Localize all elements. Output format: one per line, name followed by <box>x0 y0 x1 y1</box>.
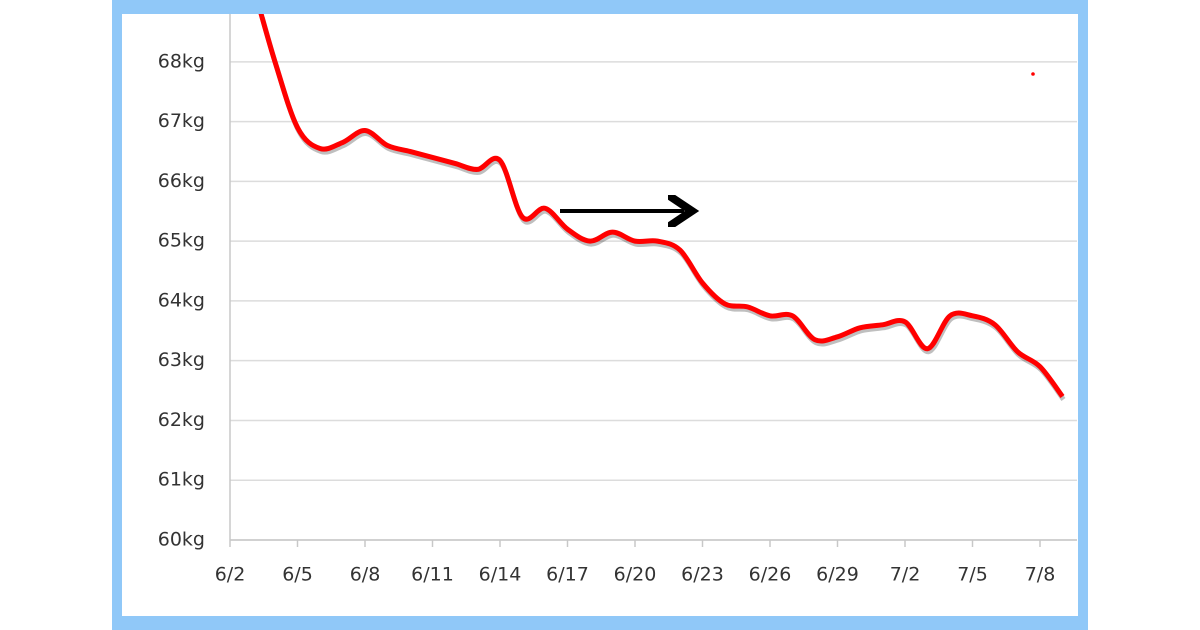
y-tick-label: 61kg <box>158 469 205 491</box>
x-tick-label: 6/29 <box>816 564 859 586</box>
x-tick-label: 7/5 <box>957 564 988 586</box>
panel <box>122 14 1078 616</box>
x-tick-label: 6/11 <box>411 564 454 586</box>
x-tick-label: 6/14 <box>479 564 522 586</box>
x-tick-label: 6/23 <box>681 564 724 586</box>
x-tick-label: 6/8 <box>350 564 381 586</box>
y-tick-label: 62kg <box>158 409 205 431</box>
line <box>258 14 1065 399</box>
y-tick-label: 60kg <box>158 529 205 551</box>
x-tick-label: 6/5 <box>282 564 313 586</box>
y-tick-label: 66kg <box>158 170 205 192</box>
x-tick-label: 6/2 <box>215 564 246 586</box>
y-tick-label: 65kg <box>158 230 205 252</box>
x-tick-label: 6/20 <box>614 564 657 586</box>
x-tick-label: 7/2 <box>890 564 921 586</box>
x-tick-label: 7/8 <box>1025 564 1056 586</box>
y-tick-label: 64kg <box>158 289 205 311</box>
y-tick-label: 67kg <box>158 110 205 132</box>
x-tick-label: 6/26 <box>749 564 792 586</box>
y-tick-label: 68kg <box>158 50 205 72</box>
x-tick-label: 6/17 <box>546 564 589 586</box>
y-tick-label: 63kg <box>158 349 205 371</box>
dot <box>1031 72 1035 76</box>
